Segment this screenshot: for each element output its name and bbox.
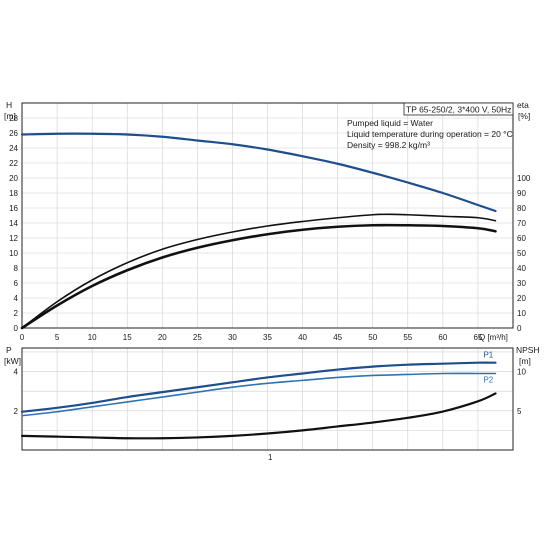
eta-tick-label: 20 bbox=[517, 294, 526, 303]
eta-tick-label: 60 bbox=[517, 234, 526, 243]
x-tick-label: 65 bbox=[473, 333, 482, 342]
chart-title: TP 65-250/2, 3*400 V, 50Hz bbox=[406, 105, 511, 115]
eta-tick-label: 0 bbox=[517, 324, 522, 333]
p-tick-label: 2 bbox=[14, 407, 19, 416]
eta-curve-upper bbox=[21, 213, 497, 329]
bottom-tick-labels: 2 4 5 10 bbox=[14, 368, 527, 416]
h-tick-label: 20 bbox=[9, 174, 18, 183]
x-tick-label: 20 bbox=[158, 333, 167, 342]
p1-curve bbox=[20, 361, 497, 413]
h-tick-label: 26 bbox=[9, 129, 18, 138]
x-tick-label: 35 bbox=[263, 333, 272, 342]
eta-tick-label: 50 bbox=[517, 249, 526, 258]
p-tick-label: 4 bbox=[14, 368, 19, 377]
h-axis-label: H bbox=[6, 100, 12, 110]
eta-axis-label: eta bbox=[517, 100, 529, 110]
eta-tick-label: 10 bbox=[517, 309, 526, 318]
h-tick-label: 12 bbox=[9, 234, 18, 243]
eta-tick-label: 100 bbox=[517, 174, 531, 183]
x-tick-label: 50 bbox=[368, 333, 377, 342]
x-tick-label: 45 bbox=[333, 333, 342, 342]
title-box bbox=[403, 102, 514, 116]
info-density: Density = 998.2 kg/m³ bbox=[347, 140, 430, 150]
p-axis-unit: [kW] bbox=[4, 356, 21, 366]
h-tick-label: 8 bbox=[14, 264, 19, 273]
x-tick-label: 10 bbox=[88, 333, 97, 342]
bottom-plot-frame bbox=[21, 347, 514, 451]
info-pumped-liquid: Pumped liquid = Water bbox=[347, 118, 433, 128]
top-plot-frame bbox=[21, 102, 514, 329]
npsh-axis-unit: [m] bbox=[519, 356, 531, 366]
x-marker-label: 1 bbox=[268, 453, 273, 462]
h-tick-label: 28 bbox=[9, 114, 18, 123]
eta-tick-label: 80 bbox=[517, 204, 526, 213]
q-axis-label: Q [m³/h] bbox=[479, 333, 508, 342]
eta-tick-label: 40 bbox=[517, 264, 526, 273]
h-tick-label: 22 bbox=[9, 159, 18, 168]
h-tick-label: 6 bbox=[14, 279, 19, 288]
x-tick-label: 15 bbox=[123, 333, 132, 342]
x-tick-label: 30 bbox=[228, 333, 237, 342]
npsh-curve bbox=[20, 392, 497, 440]
info-liquid-temperature: Liquid temperature during operation = 20… bbox=[347, 129, 513, 139]
power-npsh-chart: 2 4 5 10 P1 P2 P [kW] NPSH [m] 1 bbox=[4, 345, 540, 462]
eta-curve-lower bbox=[20, 223, 497, 330]
x-tick-label: 60 bbox=[438, 333, 447, 342]
h-axis-unit: [m] bbox=[4, 111, 16, 121]
x-tick-label: 25 bbox=[193, 333, 202, 342]
head-curve bbox=[20, 132, 497, 213]
h-tick-label: 14 bbox=[9, 219, 18, 228]
head-efficiency-chart: 0 5 10 15 20 25 30 35 40 45 50 55 60 6502468101214161… bbox=[4, 100, 531, 342]
h-tick-label: 18 bbox=[9, 189, 18, 198]
series-label-p1: P1 bbox=[483, 351, 493, 360]
eta-tick-label: 30 bbox=[517, 279, 526, 288]
npsh-tick-label: 10 bbox=[517, 368, 526, 377]
bottom-series: P1 P2 bbox=[20, 351, 497, 440]
h-tick-label: 2 bbox=[14, 309, 19, 318]
series-label-p2: P2 bbox=[483, 376, 493, 385]
p-axis-label: P bbox=[6, 345, 12, 355]
h-tick-label: 10 bbox=[9, 249, 18, 258]
h-tick-label: 0 bbox=[14, 324, 19, 333]
eta-tick-label: 90 bbox=[517, 189, 526, 198]
eta-tick-label: 70 bbox=[517, 219, 526, 228]
top-tick-labels: 0 5 10 15 20 25 30 35 40 45 50 55 60 6502468101214161… bbox=[9, 114, 531, 342]
x-tick-label: 0 bbox=[20, 333, 25, 342]
p2-curve bbox=[21, 372, 497, 417]
x-tick-label: 5 bbox=[55, 333, 60, 342]
h-tick-label: 4 bbox=[14, 294, 19, 303]
npsh-axis-label: NPSH bbox=[516, 345, 540, 355]
info-box: TP 65-250/2, 3*400 V, 50Hz Pumped liquid… bbox=[347, 102, 514, 150]
x-tick-label: 55 bbox=[403, 333, 412, 342]
h-tick-label: 24 bbox=[9, 144, 18, 153]
h-tick-label: 16 bbox=[9, 204, 18, 213]
eta-axis-unit: [%] bbox=[518, 111, 530, 121]
x-tick-label: 40 bbox=[298, 333, 307, 342]
npsh-tick-label: 5 bbox=[517, 407, 522, 416]
top-series bbox=[20, 132, 497, 330]
